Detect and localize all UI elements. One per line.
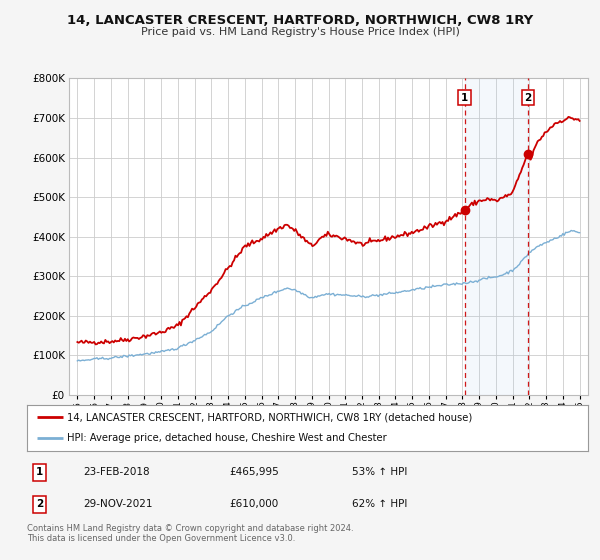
Text: £465,995: £465,995: [229, 468, 279, 478]
Text: 53% ↑ HPI: 53% ↑ HPI: [352, 468, 408, 478]
Text: 2: 2: [524, 92, 532, 102]
Bar: [464, 78, 528, 395]
Text: HPI: Average price, detached house, Cheshire West and Chester: HPI: Average price, detached house, Ches…: [67, 433, 387, 444]
Text: 29-NOV-2021: 29-NOV-2021: [83, 500, 152, 510]
Text: Price paid vs. HM Land Registry's House Price Index (HPI): Price paid vs. HM Land Registry's House …: [140, 27, 460, 37]
Text: 1: 1: [461, 92, 468, 102]
Text: 62% ↑ HPI: 62% ↑ HPI: [352, 500, 408, 510]
Text: 2: 2: [36, 500, 43, 510]
Text: 14, LANCASTER CRESCENT, HARTFORD, NORTHWICH, CW8 1RY (detached house): 14, LANCASTER CRESCENT, HARTFORD, NORTHW…: [67, 412, 473, 422]
Text: 1: 1: [36, 468, 43, 478]
Text: £610,000: £610,000: [229, 500, 278, 510]
Text: 23-FEB-2018: 23-FEB-2018: [83, 468, 150, 478]
Text: Contains HM Land Registry data © Crown copyright and database right 2024.
This d: Contains HM Land Registry data © Crown c…: [27, 524, 353, 543]
Text: 14, LANCASTER CRESCENT, HARTFORD, NORTHWICH, CW8 1RY: 14, LANCASTER CRESCENT, HARTFORD, NORTHW…: [67, 14, 533, 27]
